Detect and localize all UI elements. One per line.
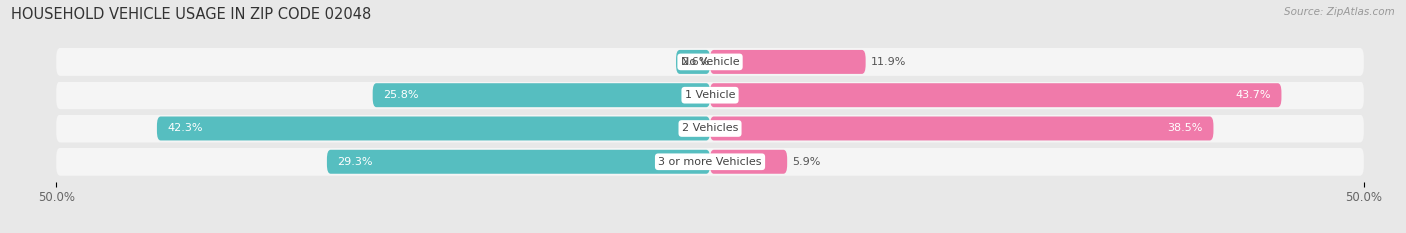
Text: 1 Vehicle: 1 Vehicle: [685, 90, 735, 100]
Text: No Vehicle: No Vehicle: [681, 57, 740, 67]
Text: 2 Vehicles: 2 Vehicles: [682, 123, 738, 134]
Text: 5.9%: 5.9%: [793, 157, 821, 167]
FancyBboxPatch shape: [157, 116, 710, 140]
Text: 25.8%: 25.8%: [382, 90, 419, 100]
FancyBboxPatch shape: [56, 148, 1364, 176]
Text: HOUSEHOLD VEHICLE USAGE IN ZIP CODE 02048: HOUSEHOLD VEHICLE USAGE IN ZIP CODE 0204…: [11, 7, 371, 22]
FancyBboxPatch shape: [676, 50, 710, 74]
FancyBboxPatch shape: [710, 150, 787, 174]
FancyBboxPatch shape: [56, 81, 1364, 109]
FancyBboxPatch shape: [373, 83, 710, 107]
FancyBboxPatch shape: [56, 114, 1364, 142]
Text: 2.6%: 2.6%: [682, 57, 710, 67]
FancyBboxPatch shape: [710, 50, 866, 74]
Text: Source: ZipAtlas.com: Source: ZipAtlas.com: [1284, 7, 1395, 17]
Text: 29.3%: 29.3%: [337, 157, 373, 167]
FancyBboxPatch shape: [328, 150, 710, 174]
FancyBboxPatch shape: [710, 83, 1281, 107]
Text: 38.5%: 38.5%: [1167, 123, 1204, 134]
Text: 11.9%: 11.9%: [870, 57, 907, 67]
Text: 42.3%: 42.3%: [167, 123, 202, 134]
FancyBboxPatch shape: [710, 116, 1213, 140]
Text: 43.7%: 43.7%: [1236, 90, 1271, 100]
FancyBboxPatch shape: [56, 48, 1364, 76]
Text: 3 or more Vehicles: 3 or more Vehicles: [658, 157, 762, 167]
